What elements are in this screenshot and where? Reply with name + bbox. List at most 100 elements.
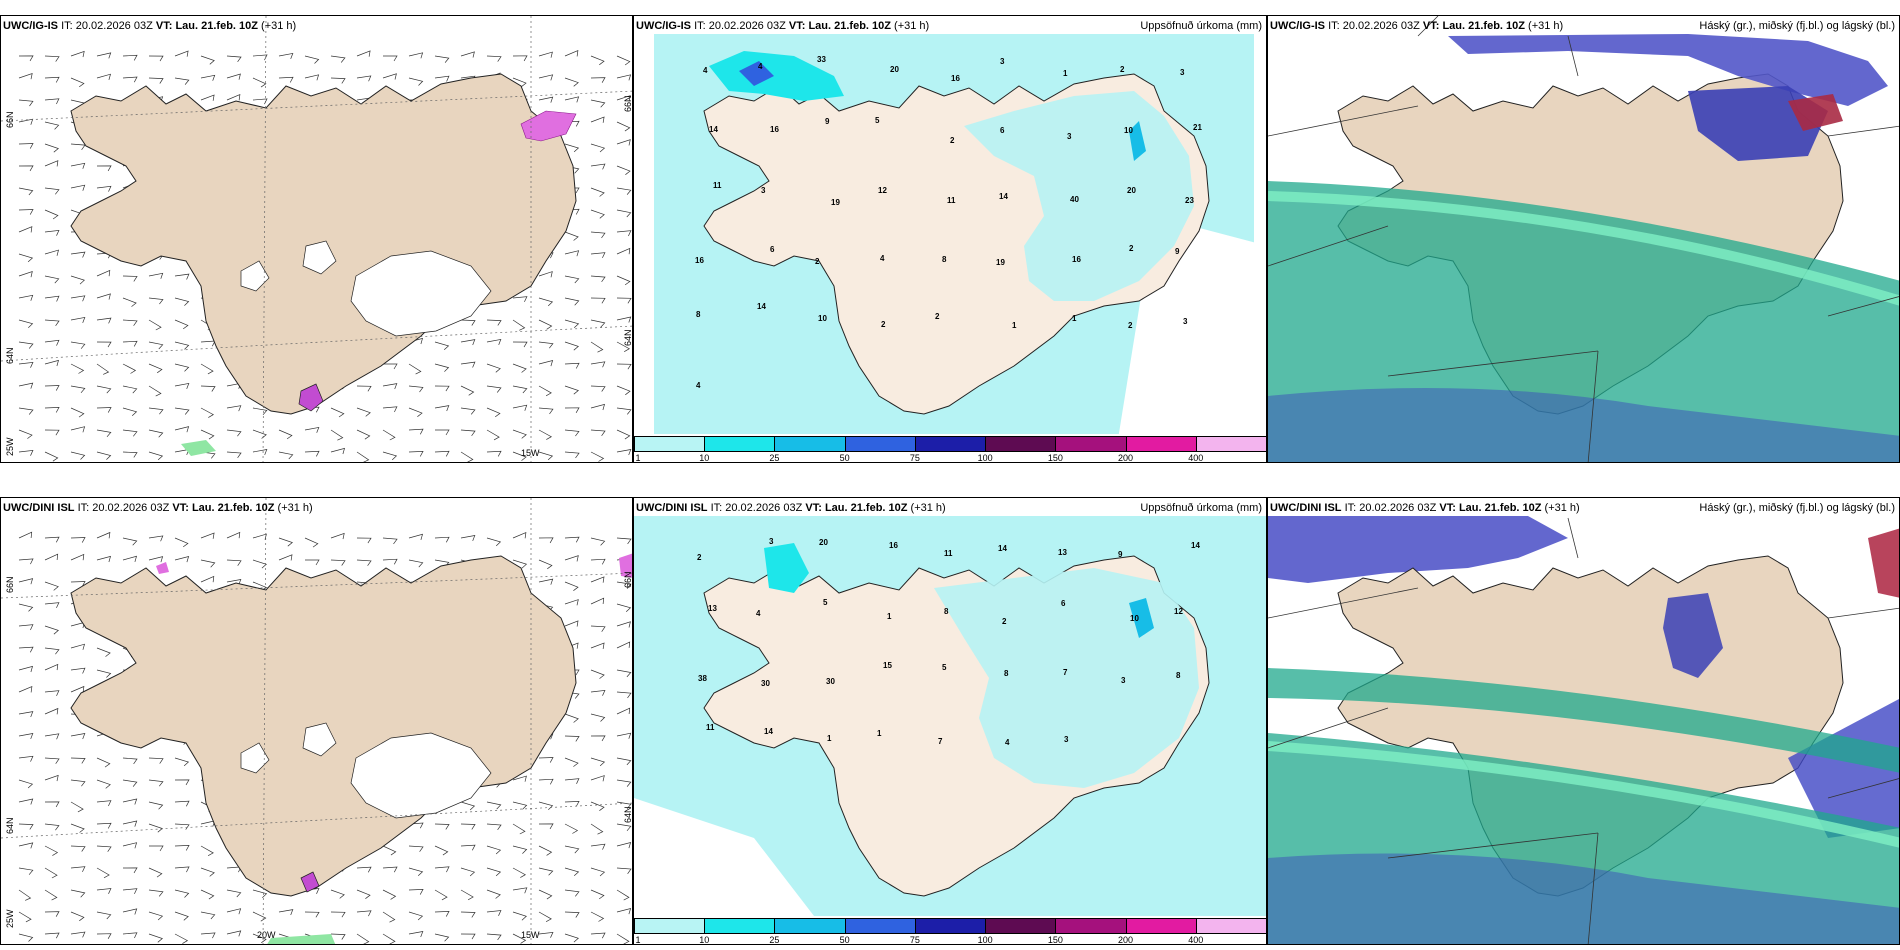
wind-barb	[382, 558, 398, 565]
wind-barb	[44, 647, 60, 655]
wind-barb	[330, 77, 346, 84]
wind-barb	[70, 275, 85, 285]
wind-barb	[70, 184, 86, 191]
wind-barb	[226, 559, 242, 566]
wind-barb	[122, 319, 138, 326]
wind-barb	[564, 429, 580, 437]
wind-barb	[200, 363, 214, 375]
wind-barb	[149, 845, 164, 852]
sector-lines	[1268, 16, 1899, 462]
wind-barb	[460, 385, 475, 396]
wind-barb	[70, 363, 85, 374]
wind-barb	[538, 271, 553, 278]
wind-barb	[408, 428, 424, 435]
precip-value: 5	[942, 663, 947, 672]
wind-barb	[590, 275, 606, 283]
it-label: IT:	[1344, 502, 1357, 514]
wind-barb	[278, 554, 293, 561]
wind-barb	[486, 319, 502, 326]
right-lat-label-64: 64N	[623, 329, 633, 346]
wind-barb	[122, 537, 138, 546]
wind-barb	[96, 647, 111, 657]
colorbar-tick: 200	[1118, 453, 1134, 463]
wind-barb	[304, 537, 319, 548]
wind-barb	[252, 407, 268, 416]
lead-time: (+31 h)	[910, 502, 946, 514]
wind-barb	[18, 55, 34, 62]
wind-barb	[590, 911, 605, 922]
wind-barb	[122, 888, 138, 895]
wind-barb	[590, 823, 604, 835]
precip-value: 6	[770, 245, 775, 254]
wind-barb	[356, 451, 370, 462]
wind-barb	[96, 52, 112, 59]
wind-barb	[512, 845, 528, 854]
wind-barb	[512, 404, 528, 411]
wind-barb	[382, 537, 398, 545]
wind-barb	[18, 911, 32, 923]
wind-barb	[18, 209, 34, 215]
wind-barb	[96, 363, 110, 375]
wind-barb	[44, 911, 60, 917]
glacier-vatnajokull	[350, 250, 492, 337]
wind-barb	[538, 867, 554, 876]
wind-barb	[70, 50, 85, 58]
wind-barb	[356, 407, 371, 417]
wind-barb	[70, 162, 86, 169]
wind-barb	[538, 845, 553, 856]
wind-barb	[564, 385, 580, 395]
precip-value: 14	[764, 727, 773, 736]
wind-barb	[616, 74, 632, 81]
wind-barb	[70, 451, 86, 460]
colorbar-cell	[1195, 436, 1266, 452]
precip-value: 3	[1183, 317, 1188, 326]
wind-barb	[356, 385, 372, 392]
wind-barb	[70, 341, 86, 349]
wind-barb	[512, 55, 528, 62]
wind-barb	[18, 99, 34, 107]
wind-barb	[616, 316, 632, 323]
wind-barb	[564, 77, 579, 87]
wind-barb	[590, 297, 606, 304]
wind-barb	[512, 911, 527, 921]
wind-barb	[18, 646, 34, 653]
lon-label-15w: 15W	[521, 930, 540, 940]
wind-barb	[564, 407, 580, 413]
precip-value: 11	[947, 196, 956, 205]
wind-barb	[590, 163, 606, 170]
wind-barb	[356, 866, 372, 873]
wind-barb	[18, 933, 34, 942]
wind-barb	[460, 51, 475, 58]
precip-value: 1	[1012, 321, 1017, 330]
colorbar-tick: 25	[769, 935, 780, 945]
precip-value: 7	[1063, 668, 1068, 677]
wind-barb	[382, 889, 397, 900]
wind-barb	[616, 363, 632, 370]
wind-barb	[252, 449, 268, 456]
wind-barb	[148, 407, 164, 415]
precip-ne-pink	[520, 110, 577, 142]
wind-barb	[564, 231, 579, 241]
wind-barb	[382, 845, 397, 856]
glacier-myrdalsjokull	[300, 871, 320, 893]
precip-value: 10	[1130, 614, 1139, 623]
wind-barb	[148, 911, 164, 921]
precip-value: 4	[756, 609, 761, 618]
panel-cloud-bottom: UWC/DINI ISL IT: 20.02.2026 03Z VT: Lau.…	[1267, 497, 1900, 945]
wind-barb	[538, 297, 554, 307]
wind-barb	[382, 451, 398, 461]
wind-barb	[512, 887, 528, 894]
wind-barb	[538, 360, 554, 367]
wind-barb	[44, 581, 59, 591]
precip-value: 4	[696, 381, 701, 390]
wind-barb	[330, 429, 344, 441]
wind-barb	[174, 845, 190, 851]
wind-barb	[460, 823, 476, 830]
wind-barb	[616, 908, 632, 915]
wind-barb	[70, 911, 85, 922]
graticule	[1, 16, 632, 462]
wind-barb	[200, 407, 215, 418]
wind-barb	[460, 911, 476, 918]
wind-barb	[18, 686, 33, 693]
